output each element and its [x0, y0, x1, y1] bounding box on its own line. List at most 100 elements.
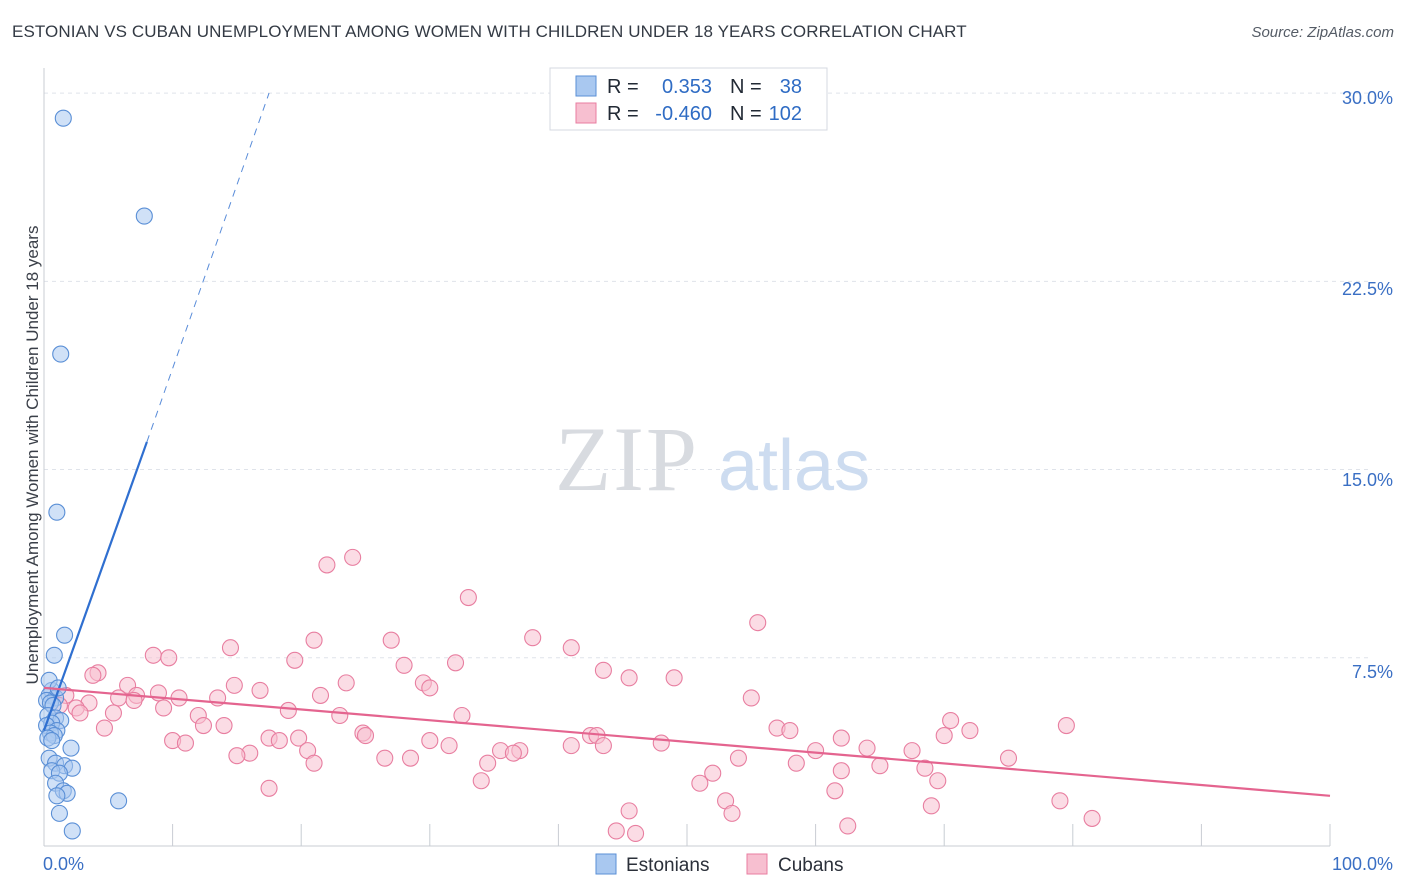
cubans-point-7 [562, 639, 580, 657]
cubans-point-40 [104, 704, 122, 722]
cubans-point-38 [279, 701, 297, 720]
cubans-point-97 [627, 824, 645, 843]
legend-label-cubans: Cubans [778, 855, 844, 876]
cubans-point-23 [421, 679, 439, 697]
cubans-point-79 [787, 754, 805, 772]
stats-n-label-estonians: N = [730, 76, 762, 98]
cubans-point-77 [305, 754, 323, 772]
trend-lines [42, 92, 1331, 797]
estonians-point-3 [48, 503, 66, 521]
stats-r-label-cubans: R = [607, 103, 639, 125]
estonians-trend-extension [146, 92, 270, 443]
watermark: ZIP atlas [555, 408, 870, 510]
cubans-point-74 [401, 749, 420, 767]
gridlines [44, 92, 1368, 659]
cubans-point-12 [446, 654, 465, 672]
cubans-point-19 [337, 674, 355, 692]
cubans-point-60 [935, 727, 953, 745]
cubans-point-42 [453, 706, 471, 725]
cubans-point-81 [916, 759, 934, 777]
stats-r-value-estonians: 0.353 [662, 76, 712, 98]
cubans-point-100 [331, 706, 349, 725]
cubans-point-46 [215, 716, 233, 735]
cubans-trend-line [43, 686, 1331, 797]
estonians-point-2 [52, 345, 70, 363]
legend-swatch-estonians [595, 853, 617, 875]
cubans-point-57 [421, 732, 439, 750]
stats-legend-swatch-cubans [575, 102, 597, 124]
cubans-point-99 [652, 734, 670, 752]
cubans-point-93 [620, 802, 638, 820]
bottom-legend: Estonians Cubans [595, 853, 844, 876]
cubans-point-32 [742, 689, 760, 707]
estonians-point-22 [62, 739, 80, 757]
cubans-point-90 [1051, 792, 1069, 810]
estonians-trend-line [42, 441, 148, 731]
cubans-point-75 [729, 749, 747, 767]
cubans-point-63 [594, 737, 612, 755]
cubans-point-10 [160, 649, 178, 667]
cubans-point-67 [807, 742, 825, 760]
cubans-point-18 [665, 669, 683, 687]
estonians-point-32 [48, 787, 66, 805]
cubans-point-9 [144, 646, 162, 664]
cubans-point-47 [95, 719, 113, 737]
y-tick-label-30: 30.0% [1342, 88, 1393, 108]
cubans-point-76 [999, 749, 1018, 767]
chart-source: Source: ZipAtlas.com [1251, 24, 1394, 41]
cubans-point-98 [961, 722, 979, 740]
cubans-point-6 [382, 631, 400, 649]
cubans-point-91 [922, 797, 940, 815]
estonians-point-34 [50, 804, 68, 822]
cubans-point-101 [781, 722, 799, 740]
cubans-point-94 [1083, 809, 1101, 827]
cubans-point-59 [832, 729, 850, 747]
cubans-point-71 [504, 744, 522, 762]
stats-legend: R = 0.353 N = 38 R = -0.460 N = 102 [549, 67, 828, 131]
cubans-point-62 [562, 737, 580, 755]
cubans-point-95 [839, 817, 857, 835]
cubans-point-45 [194, 716, 213, 735]
legend-label-estonians: Estonians [626, 855, 709, 876]
watermark-atlas: atlas [718, 426, 870, 506]
cubans-point-88 [826, 782, 844, 800]
cubans-point-11 [286, 651, 304, 669]
cubans-point-24 [251, 681, 269, 699]
cubans-point-8 [221, 639, 240, 657]
cubans-point-4 [524, 629, 542, 647]
estonians-point-33 [110, 792, 128, 810]
cubans-series [50, 548, 1101, 843]
cubans-point-86 [691, 774, 709, 792]
stats-n-value-estonians: 38 [780, 76, 802, 98]
cubans-point-21 [225, 676, 243, 694]
cubans-point-96 [607, 822, 625, 840]
stats-r-label-estonians: R = [607, 76, 639, 98]
cubans-point-44 [1057, 716, 1075, 735]
y-tick-label-7.5: 7.5% [1352, 662, 1393, 682]
stats-n-value-cubans: 102 [769, 103, 802, 125]
cubans-point-37 [155, 699, 173, 717]
cubans-point-43 [942, 711, 960, 730]
chart-title: ESTONIAN VS CUBAN UNEMPLOYMENT AMONG WOM… [12, 22, 967, 41]
y-axis-label: Unemployment Among Women with Children U… [23, 226, 42, 685]
cubans-point-26 [311, 686, 330, 704]
cubans-point-61 [440, 737, 458, 755]
cubans-point-64 [858, 739, 876, 757]
cubans-point-58 [176, 734, 195, 752]
y-tick-label-22.5: 22.5% [1342, 279, 1393, 299]
stats-legend-swatch-estonians [575, 75, 597, 97]
cubans-point-73 [376, 749, 394, 767]
estonians-point-4 [56, 626, 74, 644]
watermark-zip: ZIP [555, 408, 699, 510]
cubans-point-50 [356, 727, 375, 745]
cubans-point-85 [472, 772, 490, 790]
cubans-point-2 [459, 588, 477, 607]
cubans-point-5 [305, 631, 323, 649]
cubans-point-14 [594, 661, 612, 679]
cubans-point-92 [723, 804, 741, 822]
cubans-point-87 [260, 779, 278, 797]
cubans-point-68 [903, 742, 921, 760]
y-tick-label-15: 15.0% [1342, 470, 1393, 490]
stats-r-value-cubans: -0.460 [655, 103, 712, 125]
